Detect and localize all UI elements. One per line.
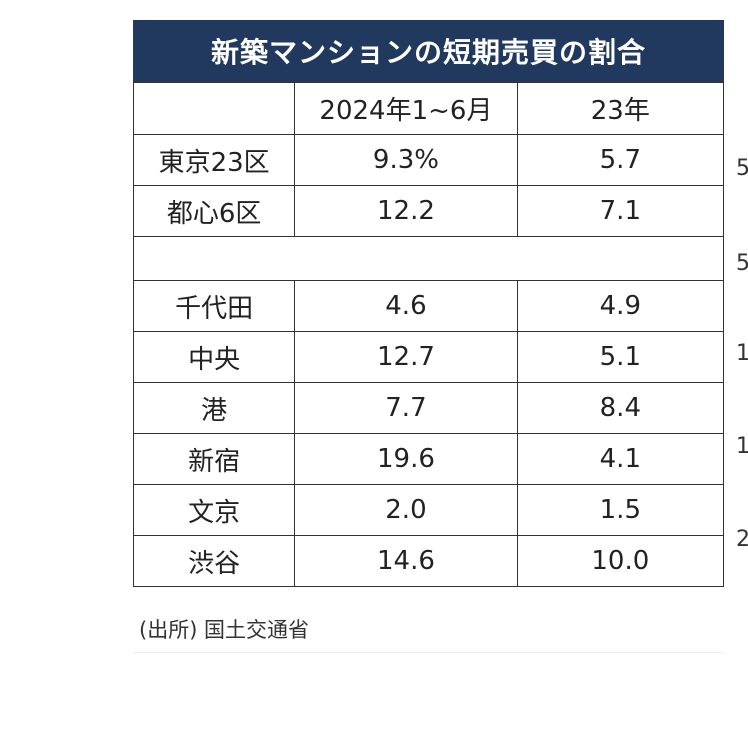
cell-23: 8.4 [516,382,725,434]
row-label: 港 [132,382,296,434]
edge-digit: 5 [736,251,748,276]
table-row: 中央 12.7 5.1 [132,331,725,383]
cell-23: 5.1 [516,331,725,383]
row-label: 東京23区 [132,134,296,186]
table-row: 文京 2.0 1.5 [132,484,725,536]
edge-digit: 5 [736,156,748,181]
table-row: 千代田 4.6 4.9 [132,280,725,332]
spacer-cell [133,236,724,281]
row-label: 新宿 [132,433,296,485]
cell-23: 4.1 [516,433,725,485]
cell-23: 7.1 [516,185,725,237]
row-label: 千代田 [132,280,296,332]
cell-23: 5.7 [516,134,725,186]
table-title: 新築マンションの短期売買の割合 [133,20,724,82]
cell-23: 1.5 [516,484,725,536]
table-row: 都心6区 12.2 7.1 [132,185,725,237]
table-row: 東京23区 9.3% 5.7 [132,134,725,186]
row-label: 中央 [132,331,296,383]
edge-digit: 1 [736,341,748,366]
cell-2024: 12.7 [294,331,518,383]
spacer-row [133,236,724,281]
data-table: 2024年1~6月 23年 東京23区 9.3% 5.7 都心6区 12.2 7… [132,82,725,587]
header-cell-2024: 2024年1~6月 [294,82,518,135]
header-cell-empty [132,82,296,135]
source-divider [133,652,724,653]
cell-23: 10.0 [516,535,725,587]
edge-digit: 2 [736,527,748,552]
header-row: 2024年1~6月 23年 [132,82,725,135]
cell-2024: 2.0 [294,484,518,536]
cell-2024: 4.6 [294,280,518,332]
table-row: 港 7.7 8.4 [132,382,725,434]
table-row: 渋谷 14.6 10.0 [132,535,725,587]
row-label: 渋谷 [132,535,296,587]
cell-2024: 9.3% [294,134,518,186]
cell-2024: 7.7 [294,382,518,434]
table-row: 新宿 19.6 4.1 [132,433,725,485]
cell-2024: 12.2 [294,185,518,237]
row-label: 都心6区 [132,185,296,237]
cell-23: 4.9 [516,280,725,332]
cropped-edge-labels: 5 5 1 1 2 [736,0,748,744]
cell-2024: 19.6 [294,433,518,485]
cell-2024: 14.6 [294,535,518,587]
source-note: (出所) 国土交通省 [139,618,310,642]
edge-digit: 1 [736,434,748,459]
header-cell-23: 23年 [516,82,725,135]
row-label: 文京 [132,484,296,536]
